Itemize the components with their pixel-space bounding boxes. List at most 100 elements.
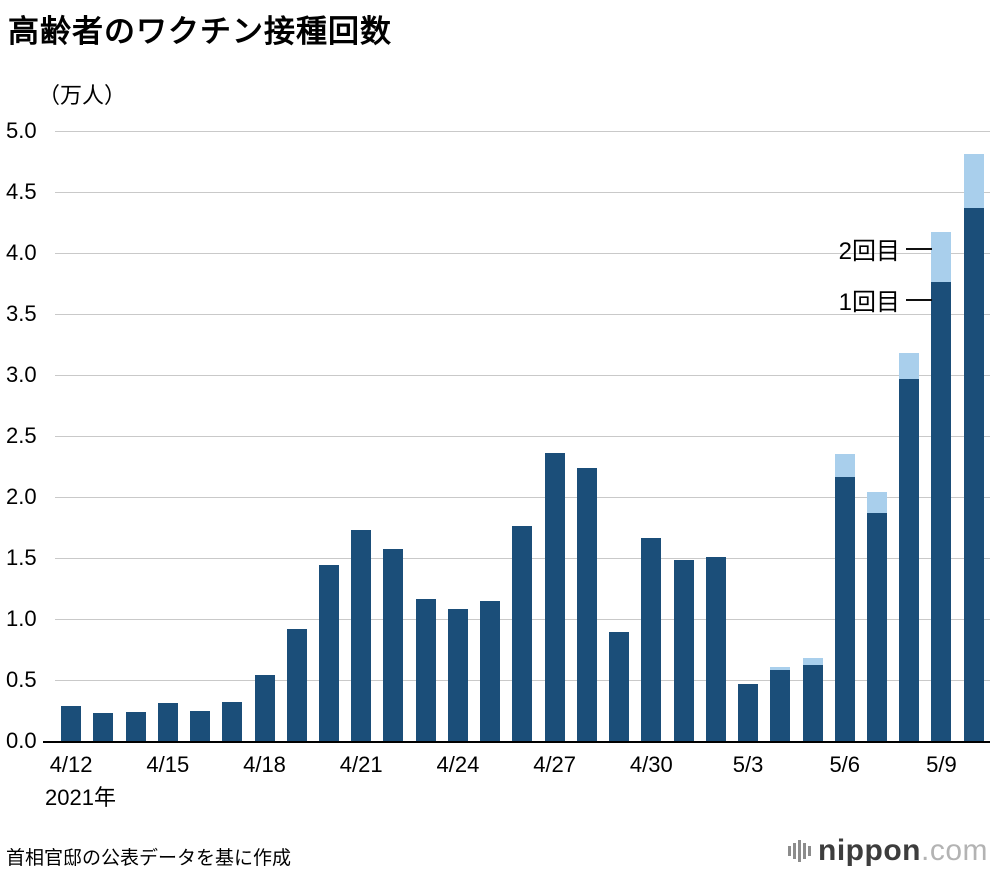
bar-slot (474, 131, 506, 741)
bar (125, 131, 146, 741)
x-axis-line (43, 741, 990, 743)
annotation-second-dose: 2回目 (839, 231, 932, 266)
bar-slot (377, 131, 409, 741)
bar-segment-first-dose (738, 683, 759, 741)
bar-slot: 4/15 (146, 131, 189, 777)
bar-slot (410, 131, 442, 741)
annotation-line (906, 247, 932, 250)
bar-segment-second-dose (770, 666, 791, 671)
bar (544, 131, 565, 741)
nippon-logo: nippon .com (788, 834, 988, 868)
bar (899, 131, 920, 741)
x-tick-label: 4/18 (243, 752, 286, 777)
bar (318, 131, 339, 741)
nippon-logo-text: nippon (818, 834, 921, 867)
bar-slot: 4/24 (437, 131, 479, 777)
bar (415, 131, 436, 741)
bar-segment-first-dose (222, 701, 243, 741)
bar (480, 131, 501, 741)
plot-area: 4/12 4/15 4/18 4/21 4/24 4/27 4/30 5/3 5/6 5/9 2回… (43, 131, 990, 777)
bar-segment-first-dose (157, 703, 178, 741)
gridline (55, 253, 990, 254)
bar (190, 131, 211, 741)
bar-segment-first-dose (190, 710, 211, 741)
y-tick-label: 3.5 (6, 301, 37, 326)
bar-slot (184, 131, 216, 741)
y-tick-label: 4.0 (6, 240, 37, 265)
y-tick-label: 3.0 (6, 362, 37, 387)
bar-slot (893, 131, 925, 741)
nippon-logo-icon (788, 840, 812, 862)
bar-segment-first-dose (286, 628, 307, 741)
bar (512, 131, 533, 741)
bar-slot (603, 131, 635, 741)
annotation-line (906, 298, 932, 301)
bar (705, 131, 726, 741)
bar-segment-first-dose (641, 538, 662, 741)
x-tick-label: 4/21 (339, 752, 383, 777)
bar (834, 131, 855, 741)
y-tick-label: 4.5 (6, 179, 37, 204)
bar-segment-first-dose (609, 632, 630, 741)
bar-segment-first-dose (415, 599, 436, 741)
bar-slot: 4/30 (630, 131, 673, 777)
bar-segment-first-dose (254, 675, 275, 741)
gridline (55, 497, 990, 498)
gridline (55, 436, 990, 437)
gridline (55, 314, 990, 315)
bar (576, 131, 597, 741)
bar-slot (87, 131, 119, 741)
nippon-logo-suffix: .com (920, 834, 988, 867)
bar-slot (958, 131, 990, 741)
bar-segment-first-dose (770, 670, 791, 741)
bar-slot (764, 131, 796, 741)
y-tick-label: 2.0 (6, 484, 37, 509)
y-tick-label: 2.5 (6, 423, 37, 448)
bar-slot (313, 131, 345, 741)
bar-segment-first-dose (866, 512, 887, 741)
gridline (55, 375, 990, 376)
bar (286, 131, 307, 741)
y-axis-labels: 5.0 4.5 4.0 3.5 3.0 2.5 2.0 1.5 1.0 0.5 0.0 (6, 118, 50, 753)
bar-segment-first-dose (61, 705, 82, 741)
bar-slot: 5/6 (829, 131, 861, 777)
bar-segment-first-dose (705, 556, 726, 741)
bar (254, 131, 275, 741)
bar-segment-first-dose (544, 453, 565, 741)
x-tick-label: 5/3 (732, 752, 764, 777)
bar-segment-first-dose (576, 467, 597, 741)
bar-segment-second-dose (963, 154, 984, 208)
bar-segment-first-dose (673, 560, 694, 741)
bar (770, 131, 791, 741)
annotation-second-dose-label: 2回目 (838, 238, 900, 265)
bar-segment-first-dose (802, 665, 823, 741)
year-label: 2021年 (45, 785, 116, 810)
bar-slot: 4/21 (340, 131, 383, 777)
y-tick-label: 5.0 (6, 118, 37, 143)
bar-slot (861, 131, 893, 741)
x-tick-label: 4/15 (146, 752, 190, 777)
bar-segment-first-dose (125, 711, 146, 741)
bar-segment-first-dose (383, 549, 404, 741)
bar (641, 131, 662, 741)
y-tick-label: 0.5 (6, 667, 37, 692)
bar (93, 131, 114, 741)
bar-segment-second-dose (834, 454, 855, 478)
gridline (55, 131, 990, 132)
bar-slot (796, 131, 828, 741)
gridline (55, 192, 990, 193)
bar (931, 131, 952, 741)
bar-slot (119, 131, 151, 741)
bar-segment-second-dose (931, 232, 952, 283)
bar-segment-first-dose (963, 207, 984, 741)
bars-container: 4/12 4/15 4/18 4/21 4/24 4/27 4/30 5/3 5/6 5/9 (50, 131, 990, 777)
bar-slot (506, 131, 538, 741)
bar-slot: 5/3 (732, 131, 764, 777)
bar (802, 131, 823, 741)
x-tick-label: 4/27 (533, 752, 577, 777)
bar-segment-first-dose (931, 282, 952, 741)
bar-segment-first-dose (899, 378, 920, 741)
bar (673, 131, 694, 741)
bar-slot: 4/12 (50, 131, 93, 777)
x-tick-label: 4/12 (49, 752, 93, 777)
